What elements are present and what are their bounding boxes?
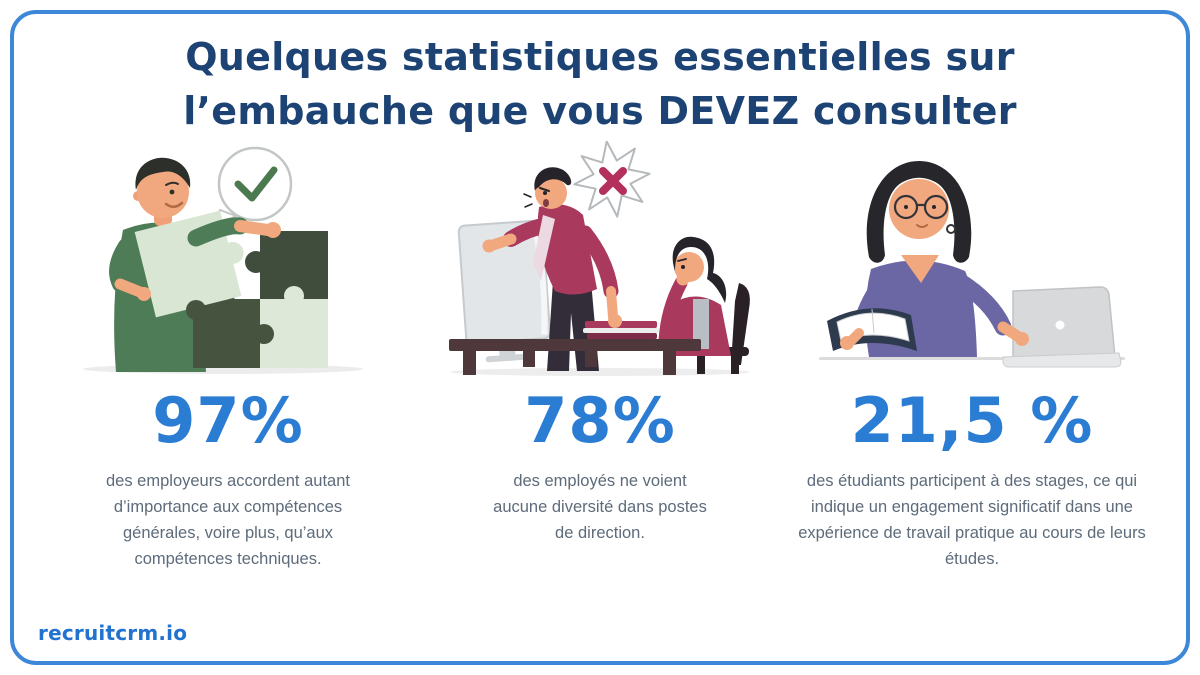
title-line-1: Quelques statistiques essentielles sur [185,35,1015,79]
manager-scolding-illustration [435,141,765,376]
x-burst-icon [573,141,651,218]
manager-employee-svg [449,141,750,376]
glasses-icon [893,194,949,220]
puzzle-man-illustration [68,144,388,376]
stat-value: 97% [152,384,304,457]
stat-description: des étudiants participent à des stages, … [798,472,1146,568]
stat-column-employers: 97% des employeurs accordent autant d’im… [42,144,414,572]
studying-woman-illustration [807,144,1137,376]
stat-description: des employés ne voient aucune diversité … [493,472,707,542]
stat-description: des employeurs accordent autant d’import… [106,472,350,568]
title-line-2: l’embauche que vous DEVEZ consulter [183,89,1017,133]
stat-column-students: 21,5 % des étudiants participent à des s… [786,144,1158,572]
stat-value: 78% [524,384,676,457]
check-bubble-icon [205,146,293,233]
brand-logo: recruitcrm.io [38,621,188,645]
stat-column-diversity: 78% des employés ne voient aucune divers… [414,141,786,572]
stats-row: 97% des employeurs accordent autant d’im… [42,141,1158,572]
stat-value: 21,5 % [850,384,1094,457]
man-puzzle-svg [83,146,363,374]
page-title: Quelques statistiques essentielles sur l… [60,30,1140,138]
woman-reading-svg [819,161,1125,368]
